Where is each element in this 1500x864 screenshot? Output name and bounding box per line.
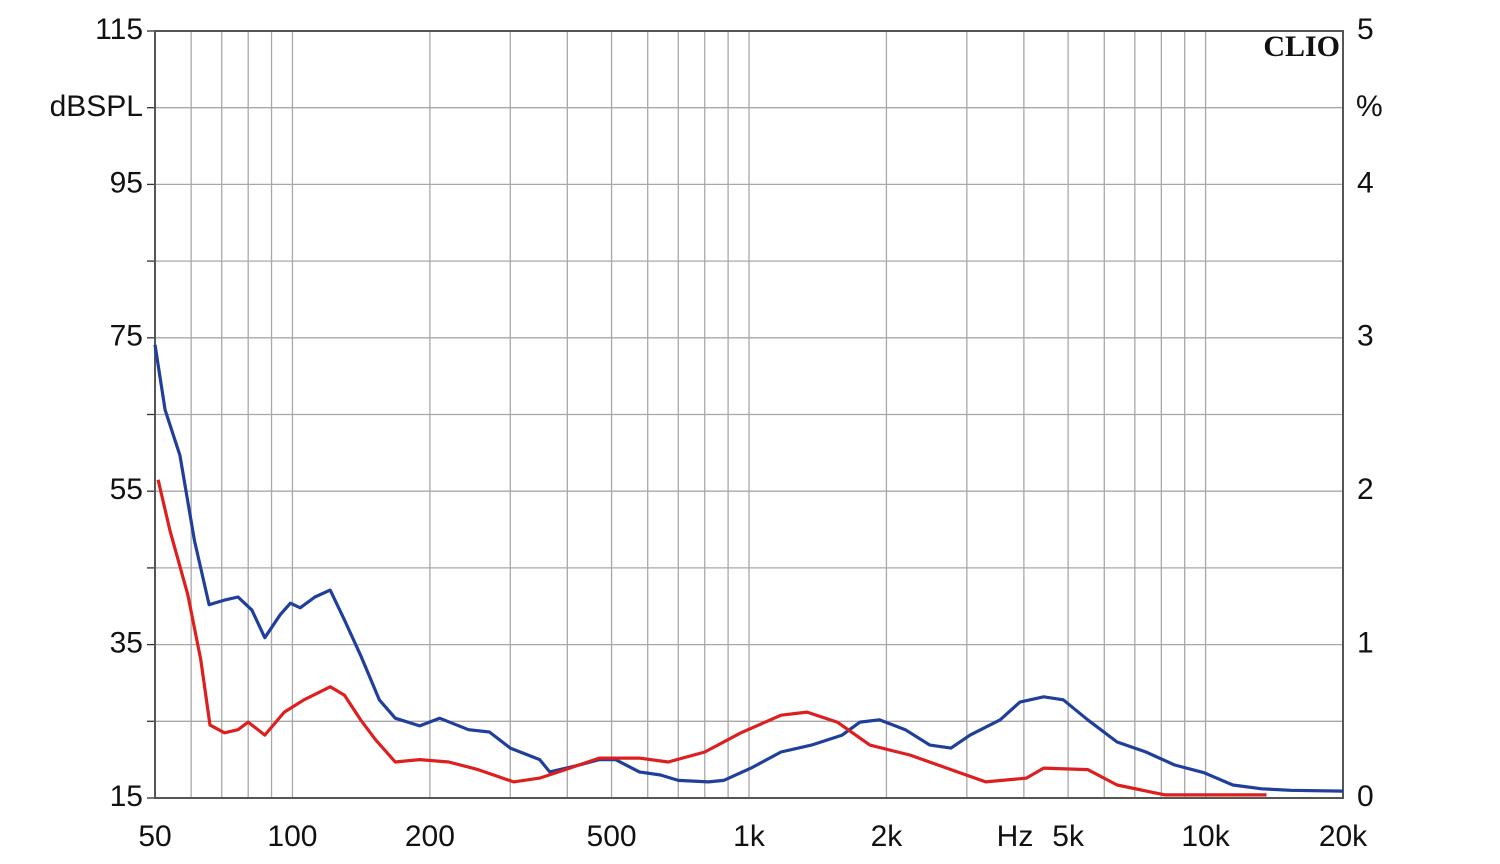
y2-tick-label: 2 [1357,473,1374,506]
x-tick-label: 1k [733,820,766,853]
x-tick-label: 2k [871,820,904,853]
y2-tick-label: 0 [1357,780,1374,813]
y-tick-label: 55 [110,473,143,506]
x-tick-label: 500 [587,820,637,853]
y-tick-label: 35 [110,627,143,660]
x-tick-label: 100 [267,820,317,853]
data-line [153,344,1344,793]
x-tick-label: 20k [1319,820,1368,853]
logo: CLIO [1263,30,1340,63]
data-line [156,479,1267,797]
y2-tick-label: 1 [1357,627,1374,660]
x-tick-label: 200 [405,820,455,853]
y-tick-label: 95 [110,166,143,199]
x-tick-label: 5k [1052,820,1085,853]
y-tick-label: 15 [110,780,143,813]
x-axis-unit: Hz [997,820,1034,853]
x-tick-label: 50 [138,820,171,853]
y-tick-label: 75 [110,320,143,353]
y2-tick-label: 4 [1357,166,1374,199]
y2-axis-label: % [1356,90,1383,123]
x-tick-label: 10k [1181,820,1230,853]
y2-tick-label: 3 [1357,320,1374,353]
y-tick-label: 115 [95,13,143,46]
plot-frame [154,30,1344,799]
y-axis-label: dBSPL [50,90,143,123]
y2-tick-label: 5 [1357,13,1374,46]
